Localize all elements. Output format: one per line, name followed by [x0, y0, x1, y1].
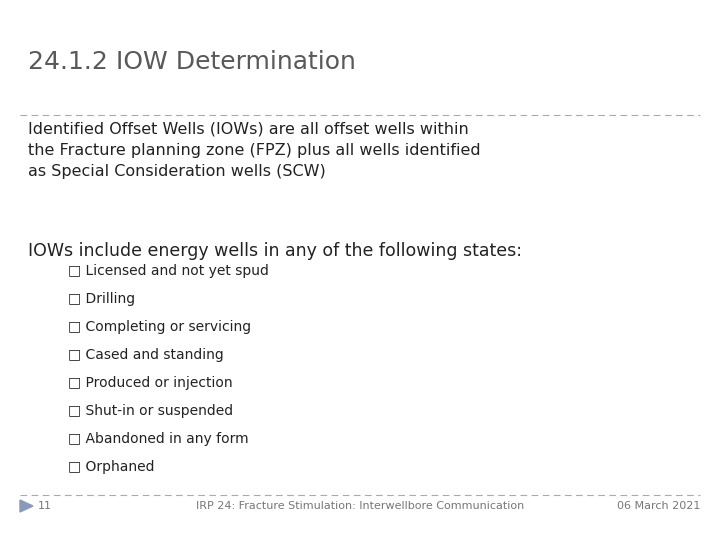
Text: □ Abandoned in any form: □ Abandoned in any form	[68, 432, 248, 446]
Text: IRP 24: Fracture Stimulation: Interwellbore Communication: IRP 24: Fracture Stimulation: Interwellb…	[196, 501, 524, 511]
Text: □ Licensed and not yet spud: □ Licensed and not yet spud	[68, 264, 269, 278]
Polygon shape	[20, 500, 33, 512]
Text: IOWs include energy wells in any of the following states:: IOWs include energy wells in any of the …	[28, 242, 522, 260]
Text: □ Cased and standing: □ Cased and standing	[68, 348, 224, 362]
Text: □ Orphaned: □ Orphaned	[68, 460, 155, 474]
Text: Identified Offset Wells (IOWs) are all offset wells within
the Fracture planning: Identified Offset Wells (IOWs) are all o…	[28, 122, 481, 179]
Text: 06 March 2021: 06 March 2021	[616, 501, 700, 511]
Text: □ Shut-in or suspended: □ Shut-in or suspended	[68, 404, 233, 418]
Text: □ Drilling: □ Drilling	[68, 292, 135, 306]
Text: 24.1.2 IOW Determination: 24.1.2 IOW Determination	[28, 50, 356, 74]
Text: □ Completing or servicing: □ Completing or servicing	[68, 320, 251, 334]
Text: 11: 11	[38, 501, 52, 511]
Text: □ Produced or injection: □ Produced or injection	[68, 376, 233, 390]
